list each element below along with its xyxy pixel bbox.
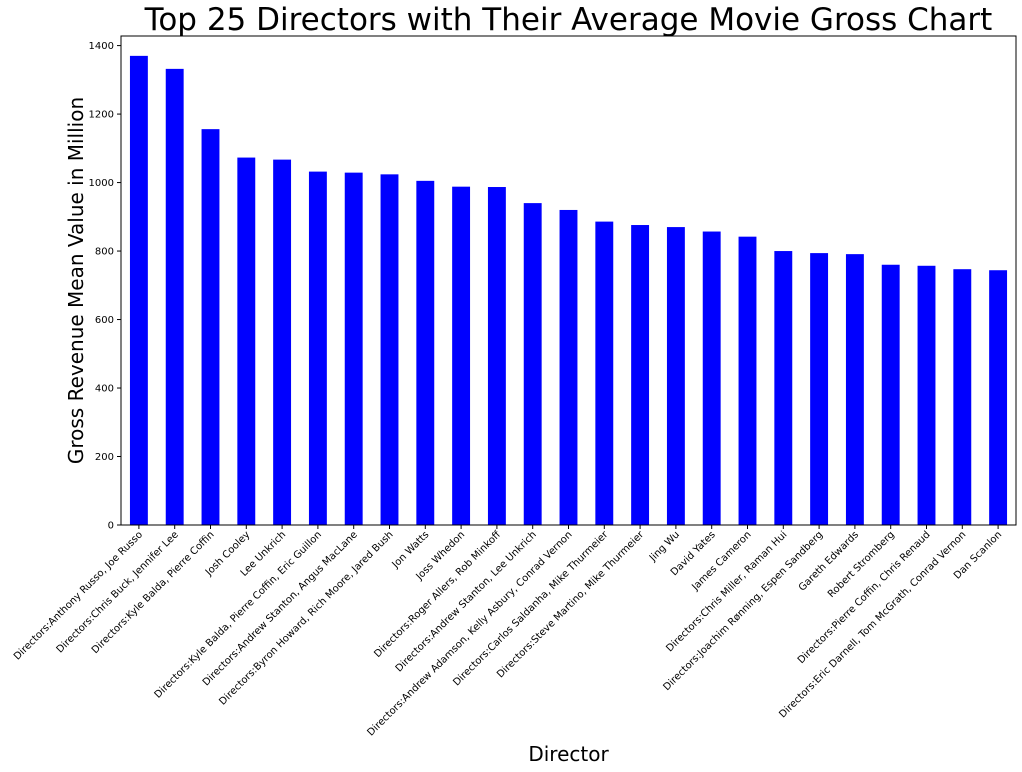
x-tick-label: Directors:Pierre Coffin, Chris Renaud bbox=[796, 529, 933, 666]
bar bbox=[487, 187, 506, 525]
y-tick-label: 400 bbox=[95, 384, 114, 395]
x-tick-label: Directors:Byron Howard, Rich Moore, Jare… bbox=[217, 529, 395, 707]
bar bbox=[416, 180, 435, 526]
bar bbox=[917, 265, 936, 525]
y-tick-label: 600 bbox=[95, 315, 114, 326]
x-tick-label: Jing Wu bbox=[647, 529, 682, 564]
bar bbox=[953, 269, 972, 525]
x-tick-label: Directors:Anthony Russo, Joe Russo bbox=[12, 529, 145, 662]
bar bbox=[738, 236, 757, 525]
y-tick-label: 800 bbox=[95, 247, 114, 258]
bar bbox=[380, 174, 399, 525]
bar bbox=[989, 270, 1008, 525]
bar bbox=[666, 227, 685, 525]
y-axis-ticks: 0 200 400 600 800 1000 1200 1400 bbox=[89, 41, 121, 532]
bar bbox=[702, 231, 721, 526]
bar bbox=[881, 264, 900, 525]
y-tick-label: 1200 bbox=[89, 110, 114, 121]
bar bbox=[523, 203, 542, 525]
bar bbox=[595, 221, 614, 526]
bar bbox=[201, 129, 220, 525]
x-tick-label: Directors:Kyle Balda, Pierre Coffin, Eri… bbox=[153, 529, 324, 700]
y-tick-label: 1000 bbox=[89, 178, 114, 189]
bar bbox=[845, 254, 864, 525]
y-tick-label: 200 bbox=[95, 452, 114, 463]
x-axis-ticks: Directors:Anthony Russo, Joe RussoDirect… bbox=[12, 525, 1004, 738]
y-tick-label: 0 bbox=[108, 521, 114, 532]
x-axis-label: Director bbox=[528, 742, 609, 766]
bar bbox=[631, 225, 650, 525]
bar bbox=[165, 68, 184, 525]
bar bbox=[129, 55, 148, 526]
bar bbox=[237, 157, 256, 525]
bars-group bbox=[129, 55, 1008, 526]
bar bbox=[774, 251, 793, 525]
bar bbox=[452, 186, 471, 525]
bar bbox=[308, 171, 327, 525]
chart-title: Top 25 Directors with Their Average Movi… bbox=[144, 2, 993, 38]
bar bbox=[559, 209, 578, 525]
bar bbox=[810, 253, 829, 525]
x-tick-label: Robert Stromberg bbox=[826, 529, 897, 600]
bar bbox=[344, 172, 363, 525]
y-axis-label: Gross Revenue Mean Value in Million bbox=[64, 97, 88, 464]
y-tick-label: 1400 bbox=[89, 41, 114, 52]
x-tick-label: Directors:Roger Allers, Rob Minkoff bbox=[372, 529, 503, 660]
axes-frame bbox=[120, 35, 1017, 526]
bar bbox=[273, 159, 292, 525]
